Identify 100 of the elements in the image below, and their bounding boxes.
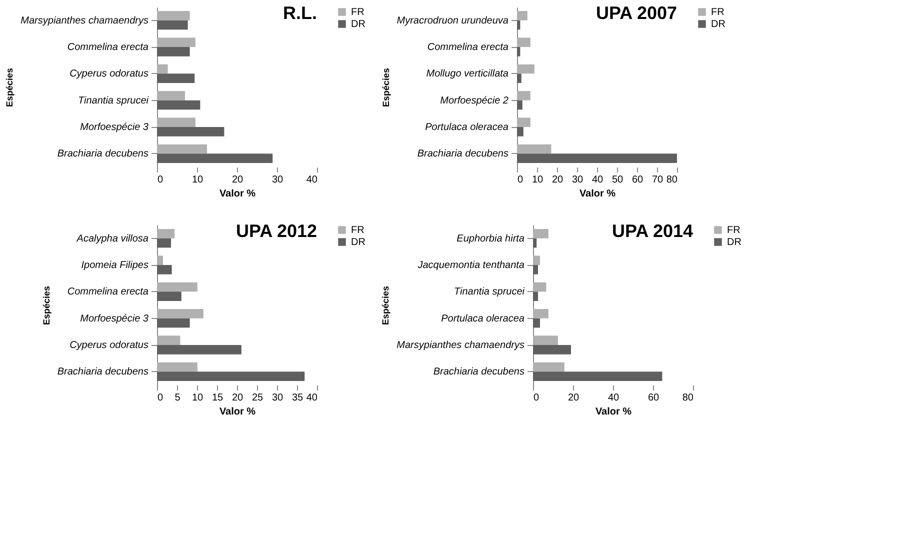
- x-tick-label: 60: [648, 392, 660, 404]
- bar: [157, 127, 224, 136]
- y-tick-label: Cyperus odoratus: [70, 68, 148, 80]
- bar: [157, 100, 200, 110]
- bar: [533, 292, 538, 301]
- bar: [517, 100, 522, 110]
- bar: [157, 47, 190, 56]
- x-tick-label: 40: [608, 392, 620, 404]
- x-axis-title: Valor %: [579, 188, 616, 200]
- bar: [157, 256, 163, 265]
- bar: [517, 144, 552, 154]
- bar: [157, 282, 198, 292]
- bar: [157, 265, 172, 274]
- y-tick-label: Morfoespécie 3: [80, 313, 149, 324]
- y-tick-label: Morfoespécie 3: [80, 122, 149, 133]
- x-axis-title: Valor %: [219, 406, 256, 418]
- bar: [533, 229, 548, 238]
- x-tick-label: 10: [192, 174, 204, 186]
- y-tick-label: Euphorbia hirta: [456, 233, 525, 244]
- x-tick-label: 30: [572, 174, 584, 186]
- bar: [533, 309, 548, 318]
- bar: [157, 362, 198, 372]
- x-tick-label: 40: [306, 174, 318, 186]
- x-tick-label: 15: [212, 392, 224, 404]
- bar: [533, 282, 546, 292]
- bar: [533, 265, 538, 274]
- x-tick-label: 20: [568, 392, 580, 404]
- legend-label: FR: [351, 7, 364, 18]
- x-tick-label: 30: [272, 174, 284, 186]
- legend-label: FR: [351, 225, 364, 236]
- bar: [157, 336, 180, 345]
- x-tick-label: 80: [682, 392, 694, 404]
- y-tick-label: Marsypianthes chamaendrys: [396, 340, 524, 351]
- bar: [533, 256, 540, 265]
- y-tick-label: Portulaca oleracea: [441, 313, 525, 324]
- x-tick-label: 20: [552, 174, 564, 186]
- bar: [157, 38, 196, 47]
- bar: [517, 74, 522, 83]
- y-tick-label: Commelina erecta: [67, 42, 149, 53]
- y-tick-label: Brachiaria decubens: [57, 148, 148, 160]
- bar: [517, 154, 677, 163]
- y-tick-label: Brachiaria decubens: [57, 366, 148, 378]
- y-tick-label: Brachiaria decubens: [417, 148, 508, 160]
- x-tick-label: 35: [292, 392, 304, 404]
- bar: [157, 318, 190, 328]
- x-axis-title: Valor %: [219, 188, 256, 200]
- chart-title: UPA 2014: [612, 221, 693, 241]
- bar: [157, 238, 171, 248]
- y-axis-title: Espécies: [41, 286, 52, 326]
- x-tick-label: 0: [158, 392, 164, 404]
- y-tick-label: Mollugo verticillata: [426, 68, 509, 80]
- x-tick-label: 60: [632, 174, 644, 186]
- bar: [517, 127, 524, 136]
- x-tick-label: 40: [592, 174, 604, 186]
- x-tick-label: 40: [306, 392, 318, 404]
- bar: [533, 372, 662, 381]
- chart-title: UPA 2012: [236, 221, 317, 241]
- x-tick-label: 30: [272, 392, 284, 404]
- bar: [533, 345, 571, 354]
- bar: [533, 318, 540, 328]
- legend-label: DR: [711, 19, 726, 30]
- x-tick-label: 20: [232, 392, 244, 404]
- bar: [517, 20, 520, 30]
- y-tick-label: Marsypianthes chamaendrys: [20, 15, 148, 26]
- bar: [157, 309, 204, 318]
- chart-title: UPA 2007: [596, 3, 677, 23]
- bar: [517, 47, 520, 56]
- y-tick-label: Morfoespécie 2: [440, 95, 509, 106]
- bar: [157, 20, 188, 30]
- bar: [157, 292, 182, 301]
- x-tick-label: 70: [652, 174, 664, 186]
- bar: [157, 74, 195, 83]
- y-tick-label: Tinantia sprucei: [454, 286, 526, 298]
- bar: [157, 118, 196, 127]
- y-tick-label: Brachiaria decubens: [433, 366, 524, 378]
- x-tick-label: 0: [534, 392, 540, 404]
- x-tick-label: 50: [612, 174, 624, 186]
- y-axis-title: Espécies: [4, 68, 15, 108]
- bar: [157, 372, 305, 381]
- x-tick-label: 25: [252, 392, 264, 404]
- y-tick-label: Cyperus odoratus: [70, 340, 148, 351]
- legend-label: DR: [351, 237, 366, 248]
- bar: [157, 11, 190, 20]
- bar: [533, 336, 558, 345]
- bar: [533, 362, 564, 372]
- legend-label: FR: [711, 7, 724, 18]
- bar: [157, 229, 175, 238]
- legend-label: DR: [727, 237, 742, 248]
- y-tick-label: Commelina erecta: [427, 42, 509, 53]
- bar: [517, 38, 530, 47]
- x-tick-label: 10: [532, 174, 544, 186]
- y-axis-title: Espécies: [380, 68, 391, 108]
- legend-label: DR: [351, 19, 366, 30]
- y-tick-label: Tinantia sprucei: [78, 95, 150, 106]
- legend-label: FR: [727, 225, 740, 236]
- x-tick-label: 0: [158, 174, 164, 186]
- bar: [157, 154, 273, 163]
- chart-title: R.L.: [283, 3, 317, 23]
- bar: [517, 91, 530, 100]
- y-tick-label: Jacquemontia tenthanta: [416, 260, 525, 271]
